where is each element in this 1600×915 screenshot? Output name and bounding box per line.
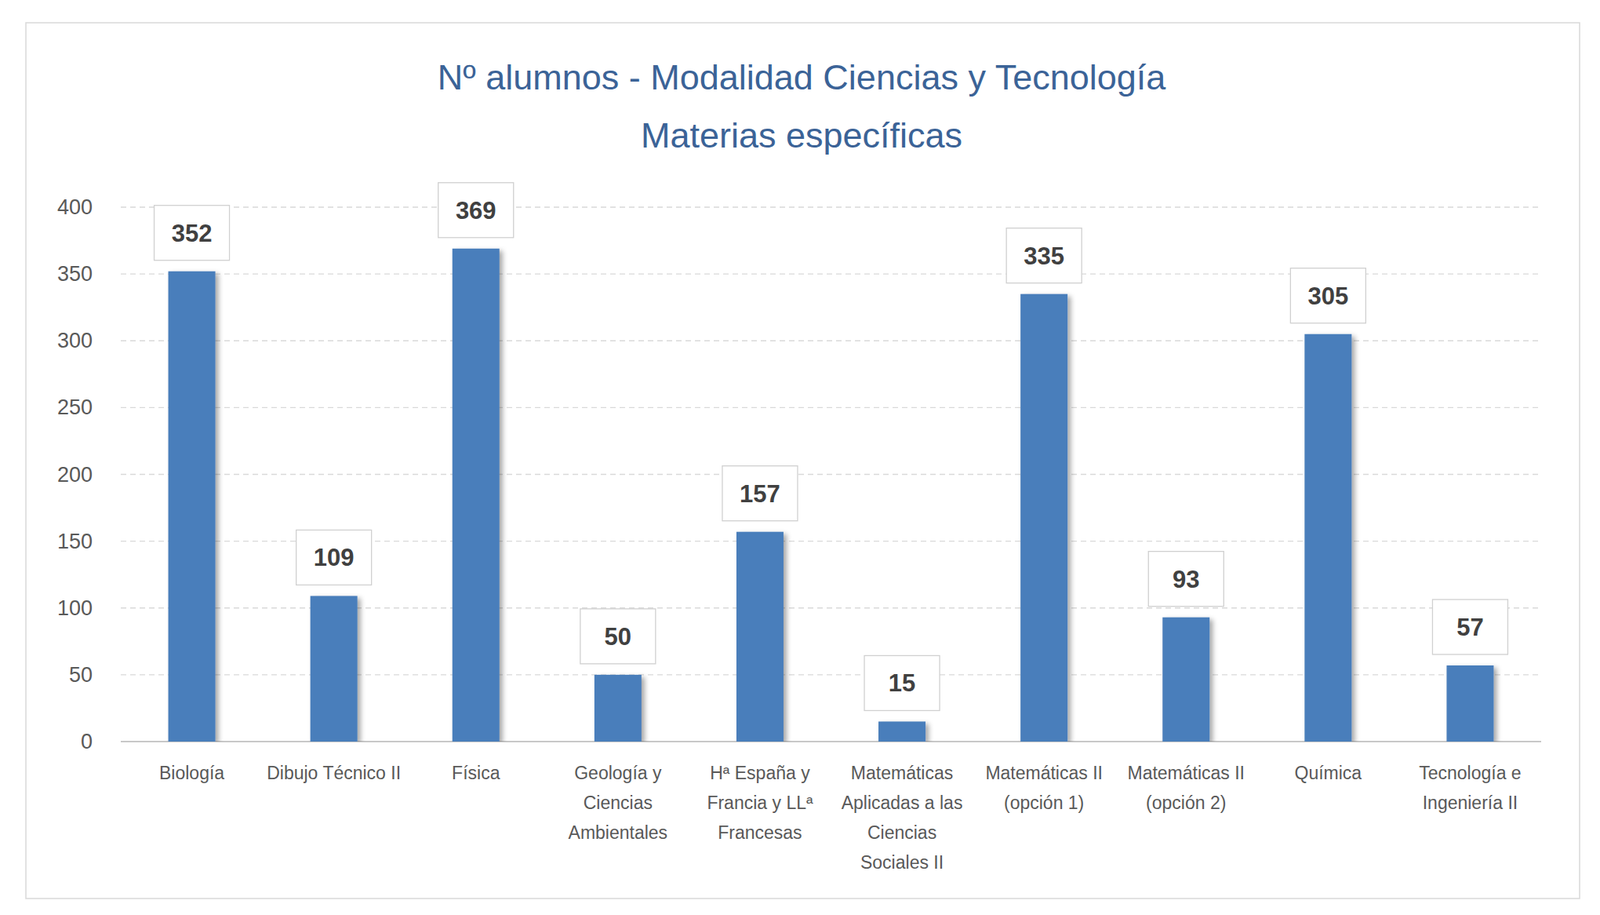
- x-tick-label: Geología yCienciasAmbientales: [568, 762, 669, 843]
- x-tick-label: Tecnología eIngeniería II: [1418, 762, 1521, 813]
- data-label: 50: [604, 622, 632, 651]
- x-tick-label: Matemáticas II(opción 1): [985, 762, 1103, 813]
- data-label-box: [580, 608, 656, 664]
- y-tick-label: 0: [80, 729, 93, 753]
- data-label-box: [722, 465, 798, 521]
- data-label: 15: [888, 669, 916, 697]
- y-tick-label: 300: [57, 328, 93, 353]
- x-tick-label: Hª España yFrancia y LLªFrancesas: [706, 762, 814, 843]
- data-label: 93: [1172, 565, 1200, 593]
- data-label-box: [1432, 599, 1508, 655]
- bar: [736, 531, 784, 742]
- x-tick-label: Biología: [159, 762, 225, 783]
- x-tick-label: Matemáticas II(opción 2): [1127, 762, 1245, 813]
- data-label-box: [1290, 268, 1366, 324]
- data-label-box: [1006, 228, 1082, 284]
- bar: [1020, 294, 1068, 742]
- chart-frame: [25, 22, 1580, 899]
- y-tick-label: 50: [69, 662, 93, 687]
- y-tick-label: 350: [57, 261, 93, 286]
- chart: Nº alumnos - Modalidad Ciencias y Tecnol…: [0, 0, 1600, 915]
- x-tick-label: Química: [1294, 762, 1363, 783]
- y-tick-label: 150: [57, 529, 93, 553]
- data-label-box: [1148, 551, 1224, 607]
- data-label: 305: [1307, 282, 1349, 310]
- bar: [1446, 665, 1494, 742]
- data-label: 335: [1023, 242, 1065, 270]
- bars: [168, 248, 1495, 742]
- data-label-box: [296, 529, 372, 585]
- title: Nº alumnos - Modalidad Ciencias y Tecnol…: [437, 57, 1168, 98]
- y-tick-label: 400: [57, 195, 93, 219]
- y-tick-label: 200: [57, 462, 93, 487]
- x-tick-label: Dibujo Técnico II: [266, 762, 401, 783]
- bar: [168, 271, 216, 742]
- bar: [594, 674, 642, 742]
- bar: [878, 720, 926, 742]
- bar: [1304, 334, 1352, 742]
- bar: [452, 248, 500, 742]
- data-label: 57: [1456, 613, 1484, 641]
- x-tick-label: MatemáticasAplicadas a lasCienciasSocial…: [841, 762, 964, 873]
- data-label-box: [864, 654, 940, 710]
- y-tick-label: 100: [57, 596, 93, 620]
- grid-line: [120, 206, 1542, 208]
- data-label: 157: [739, 480, 781, 508]
- bar: [1162, 617, 1210, 742]
- data-label-box: [438, 182, 514, 238]
- x-tick-label: Física: [451, 762, 501, 783]
- data-label: 369: [455, 196, 497, 225]
- y-tick-label: 250: [57, 395, 93, 419]
- data-label: 352: [171, 219, 213, 248]
- bar: [310, 595, 358, 742]
- data-label: 109: [313, 543, 355, 571]
- subtitle: Materias específicas: [640, 115, 963, 156]
- data-label-box: [154, 205, 230, 261]
